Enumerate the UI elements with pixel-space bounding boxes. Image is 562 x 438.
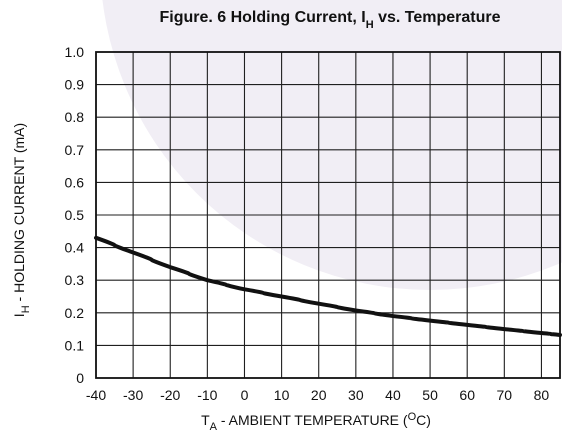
y-axis-label-subscript: H	[20, 305, 32, 313]
data-series-group	[94, 235, 562, 337]
y-tick-label: 1.0	[65, 44, 85, 60]
plot-border	[95, 51, 561, 379]
x-tick-label: 60	[459, 387, 475, 403]
chart-title: Figure. 6 Holding Current, IH vs. Temper…	[159, 9, 500, 31]
y-tick-label: 0.4	[65, 240, 85, 256]
y-tick-label: 0.2	[65, 305, 85, 321]
x-tick-label: -40	[86, 387, 106, 403]
holding-current-curve	[94, 235, 562, 337]
x-tick-label: 80	[534, 387, 550, 403]
y-tick-label: 0.8	[65, 109, 85, 125]
x-tick-label: -20	[160, 387, 180, 403]
plot-grid	[95, 51, 561, 379]
chart-title-prefix: Figure. 6 Holding Current, I	[159, 9, 365, 26]
background-watermark	[102, 0, 562, 290]
x-tick-label: -10	[197, 387, 217, 403]
x-axis-label-middle: - AMBIENT TEMPERATURE (	[217, 412, 408, 428]
x-axis-label-subscript: A	[210, 421, 218, 433]
y-tick-label: 0.5	[65, 207, 85, 223]
x-tick-label: 0	[241, 387, 249, 403]
x-tick-label: -30	[123, 387, 143, 403]
x-axis-label: TA - AMBIENT TEMPERATURE (OC)	[201, 411, 431, 433]
x-axis-label-prefix: T	[201, 412, 210, 428]
y-tick-labels: 0 0.1 0.2 0.3 0.4 0.5 0.6 0.7 0.8 0.9 1.0	[65, 44, 85, 386]
x-tick-labels: -40 -30 -20 -10 0 10 20 30 40 50 60 70 80	[86, 387, 550, 403]
y-tick-label: 0.7	[65, 142, 85, 158]
x-tick-label: 10	[274, 387, 290, 403]
y-tick-label: 0.3	[65, 272, 85, 288]
x-tick-label: 20	[311, 387, 327, 403]
y-tick-label: 0.1	[65, 337, 85, 353]
x-axis-label-superscript: O	[408, 411, 417, 423]
x-tick-label: 30	[348, 387, 364, 403]
y-tick-label: 0.6	[65, 174, 85, 190]
y-tick-label: 0	[76, 370, 84, 386]
y-tick-label: 0.9	[65, 77, 85, 93]
x-tick-label: 40	[385, 387, 401, 403]
x-tick-label: 70	[497, 387, 513, 403]
y-axis-label-prefix: I	[11, 313, 27, 317]
x-axis-label-suffix: C)	[416, 412, 431, 428]
x-tick-label: 50	[422, 387, 438, 403]
chart-title-suffix: vs. Temperature	[374, 9, 501, 26]
chart-title-subscript: H	[366, 19, 374, 31]
y-axis-label: IH - HOLDING CURRENT (mA)	[11, 123, 32, 317]
y-axis-label-suffix: - HOLDING CURRENT (mA)	[11, 123, 27, 306]
